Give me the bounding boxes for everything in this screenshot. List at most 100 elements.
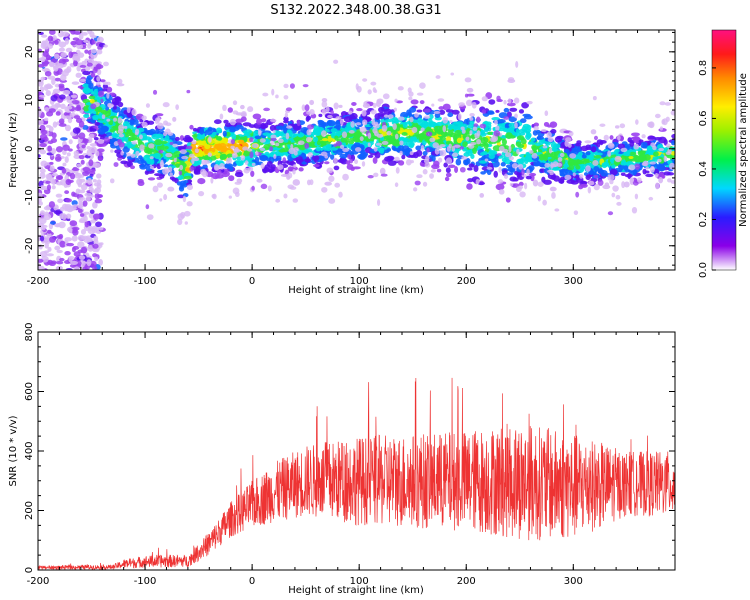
y-tick-label: -10 — [24, 189, 35, 205]
spectrogram-blob — [85, 79, 92, 85]
spectrogram-blob — [416, 149, 423, 157]
spectrogram-blob — [89, 127, 94, 132]
spectrogram-blob — [213, 119, 222, 125]
spectrogram-blob — [321, 186, 328, 193]
spectrogram-blob — [250, 170, 255, 177]
spectrogram-blob — [617, 143, 626, 150]
spectrogram-blob — [515, 128, 520, 134]
spectrogram-blob — [40, 227, 46, 231]
spectrogram-blob — [370, 109, 377, 115]
spectrogram-blob — [189, 124, 194, 130]
spectrogram-blob — [476, 116, 481, 124]
snr-x-label: Height of straight line (km) — [288, 585, 424, 596]
spectrogram-blob — [60, 74, 67, 82]
colorbar-tick-label: 0.0 — [698, 262, 709, 278]
spectrogram-blob — [371, 118, 376, 126]
spectrogram-blob — [280, 160, 290, 164]
snr-y-ticks: 800 600 400 200 0 — [24, 322, 675, 573]
x-tick-label: 300 — [564, 576, 583, 587]
spectrogram-blob — [564, 174, 572, 180]
spectrogram-blob — [287, 166, 294, 172]
spectrogram-blob — [503, 173, 509, 179]
spectrogram-blob — [38, 48, 43, 53]
spectrogram-blob — [633, 143, 640, 150]
spectrogram-blob — [85, 196, 91, 202]
spectrogram-blob — [653, 151, 659, 157]
spectrogram-blob — [71, 200, 78, 206]
spectrogram-blob — [447, 164, 456, 169]
spectrogram-blob — [509, 182, 514, 187]
spectrogram-blob — [88, 186, 94, 191]
spectrogram-blob — [484, 158, 489, 162]
spectrogram-blob — [436, 168, 442, 173]
spectrogram-blob — [394, 156, 400, 162]
spectrogram-blob — [322, 145, 330, 151]
spectrogram-blob — [248, 166, 254, 172]
spectrogram-blob — [275, 94, 279, 99]
spectrogram-blob — [39, 235, 45, 242]
spectrogram-blob — [84, 220, 90, 228]
spectrogram-blob — [59, 79, 68, 83]
spectrogram-blob — [54, 224, 61, 228]
spectrogram-blob — [620, 147, 628, 153]
spectrogram-blob — [367, 132, 372, 139]
spectrogram-blob — [464, 158, 469, 166]
spectrogram-blob — [76, 163, 83, 168]
spectrogram-blob — [609, 179, 614, 185]
spectrogram-blob — [215, 127, 223, 134]
spectrogram-blob — [186, 89, 191, 94]
spectrogram-blob — [243, 135, 248, 142]
spectrogram-blob — [92, 201, 98, 209]
spectrogram-blob — [257, 129, 262, 136]
spectrogram-blob — [169, 141, 174, 146]
spectrogram-blob — [493, 170, 498, 178]
spectrogram-blob — [155, 113, 164, 117]
spectrogram-blob — [422, 169, 428, 175]
spectrogram-blob — [164, 135, 170, 141]
spectrogram-blob — [90, 103, 97, 110]
spectrogram-blob — [638, 150, 645, 155]
spectrogram-blob — [47, 35, 54, 42]
spectrogram-blob — [95, 150, 100, 157]
spectrogram-blob — [520, 157, 529, 161]
spectrogram-blob — [134, 128, 140, 135]
spectrogram-blob — [551, 146, 557, 151]
spectrogram-blob — [580, 158, 589, 163]
spectrogram-blob — [64, 37, 70, 45]
spectrogram-blob — [81, 31, 88, 36]
spectrogram-blob — [544, 162, 551, 168]
spectrogram-blob — [251, 143, 259, 149]
spectrogram-blob — [64, 237, 73, 242]
spectrogram-blob — [65, 178, 72, 186]
spectrogram-blob — [416, 174, 423, 179]
spectrogram-blob — [579, 163, 587, 170]
spectrogram-blob — [256, 178, 263, 183]
spectrogram-blob — [228, 195, 232, 199]
spectrogram-blob — [382, 93, 390, 100]
spectrogram-blob — [131, 141, 138, 145]
spectrogram-blob — [199, 128, 205, 135]
spectrogram-blob — [375, 142, 383, 146]
spectrogram-blob — [343, 115, 353, 123]
spectrogram-blob — [174, 136, 180, 142]
spectrogram-blob — [235, 124, 244, 130]
spectrogram-y-label: Frequency (Hz) — [8, 112, 19, 188]
spectrogram-blob — [38, 154, 41, 158]
spectrogram-y-ticks: 20 10 0 -10 -20 — [24, 31, 675, 266]
spectrogram-blob — [500, 162, 506, 167]
spectrogram-blob — [255, 151, 259, 156]
spectrogram-blob — [643, 153, 651, 161]
spectrogram-blob — [624, 173, 633, 178]
spectrogram-blob — [38, 63, 45, 68]
spectrogram-blob — [98, 227, 104, 231]
spectrogram-blob — [74, 266, 80, 270]
spectrogram-blob — [508, 145, 512, 153]
spectrogram-blob — [445, 140, 453, 145]
spectrogram-blob — [474, 133, 480, 139]
spectrogram-blob — [293, 136, 301, 142]
spectrogram-blob — [42, 46, 49, 50]
spectrogram-blob — [181, 155, 189, 160]
spectrogram-blob — [328, 198, 336, 204]
spectrogram-blob — [49, 161, 54, 165]
spectrogram-blob — [519, 118, 527, 124]
